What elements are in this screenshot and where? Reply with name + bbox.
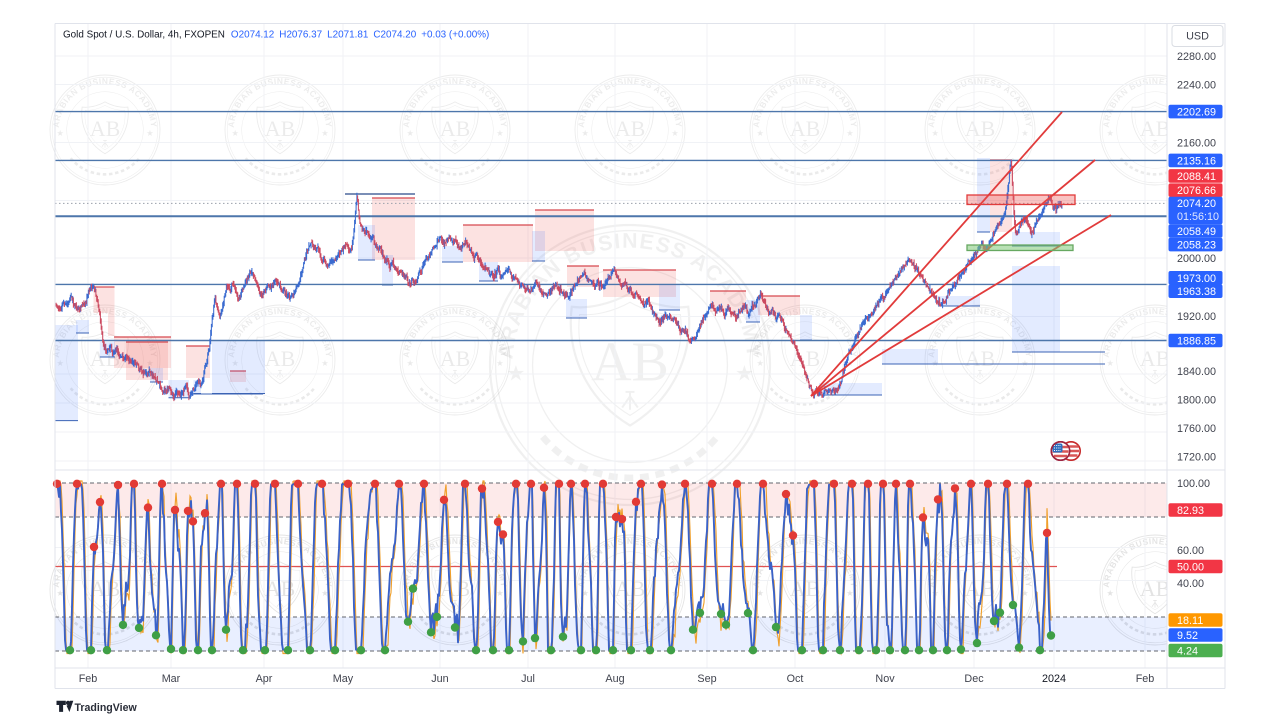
- svg-text:2058.23: 2058.23: [1177, 240, 1216, 252]
- svg-text:2000.00: 2000.00: [1177, 253, 1216, 265]
- svg-text:18.11: 18.11: [1177, 615, 1203, 627]
- svg-text:TradingView: TradingView: [75, 702, 138, 714]
- svg-text:2088.41: 2088.41: [1177, 171, 1216, 183]
- svg-text:1800.00: 1800.00: [1177, 395, 1216, 407]
- svg-text:1963.38: 1963.38: [1177, 286, 1216, 298]
- svg-text:4.24: 4.24: [1177, 646, 1198, 658]
- svg-text:2240.00: 2240.00: [1177, 80, 1216, 92]
- svg-text:Dec: Dec: [964, 673, 984, 685]
- svg-text:01:56:10: 01:56:10: [1177, 211, 1219, 223]
- svg-text:1840.00: 1840.00: [1177, 366, 1216, 378]
- svg-text:Jun: Jun: [431, 673, 448, 685]
- svg-text:1973.00: 1973.00: [1177, 273, 1216, 285]
- svg-text:9.52: 9.52: [1177, 630, 1198, 642]
- svg-text:2202.69: 2202.69: [1177, 107, 1216, 119]
- svg-text:2135.16: 2135.16: [1177, 155, 1216, 167]
- svg-text:60.00: 60.00: [1177, 545, 1204, 557]
- svg-text:Oct: Oct: [787, 673, 804, 685]
- svg-text:1720.00: 1720.00: [1177, 452, 1216, 464]
- svg-text:Feb: Feb: [79, 673, 98, 685]
- svg-text:1760.00: 1760.00: [1177, 423, 1216, 435]
- svg-text:May: May: [333, 673, 354, 685]
- svg-text:82.93: 82.93: [1177, 505, 1204, 517]
- svg-text:Mar: Mar: [162, 673, 181, 685]
- svg-text:2074.20: 2074.20: [1177, 198, 1216, 210]
- svg-text:Nov: Nov: [875, 673, 895, 685]
- svg-text:2160.00: 2160.00: [1177, 138, 1216, 150]
- svg-text:Apr: Apr: [256, 673, 273, 685]
- svg-text:50.00: 50.00: [1177, 562, 1204, 574]
- svg-text:40.00: 40.00: [1177, 578, 1204, 590]
- svg-text:Feb: Feb: [1136, 673, 1155, 685]
- svg-text:1886.85: 1886.85: [1177, 336, 1216, 348]
- svg-text:2076.66: 2076.66: [1177, 185, 1216, 197]
- svg-text:2280.00: 2280.00: [1177, 51, 1216, 63]
- svg-text:Aug: Aug: [605, 673, 624, 685]
- svg-text:Sep: Sep: [697, 673, 716, 685]
- svg-text:Jul: Jul: [521, 673, 535, 685]
- svg-text:2024: 2024: [1042, 673, 1066, 685]
- svg-text:2058.49: 2058.49: [1177, 226, 1216, 238]
- svg-text:1920.00: 1920.00: [1177, 311, 1216, 323]
- svg-text:USD: USD: [1186, 31, 1209, 43]
- svg-text:100.00: 100.00: [1177, 478, 1210, 490]
